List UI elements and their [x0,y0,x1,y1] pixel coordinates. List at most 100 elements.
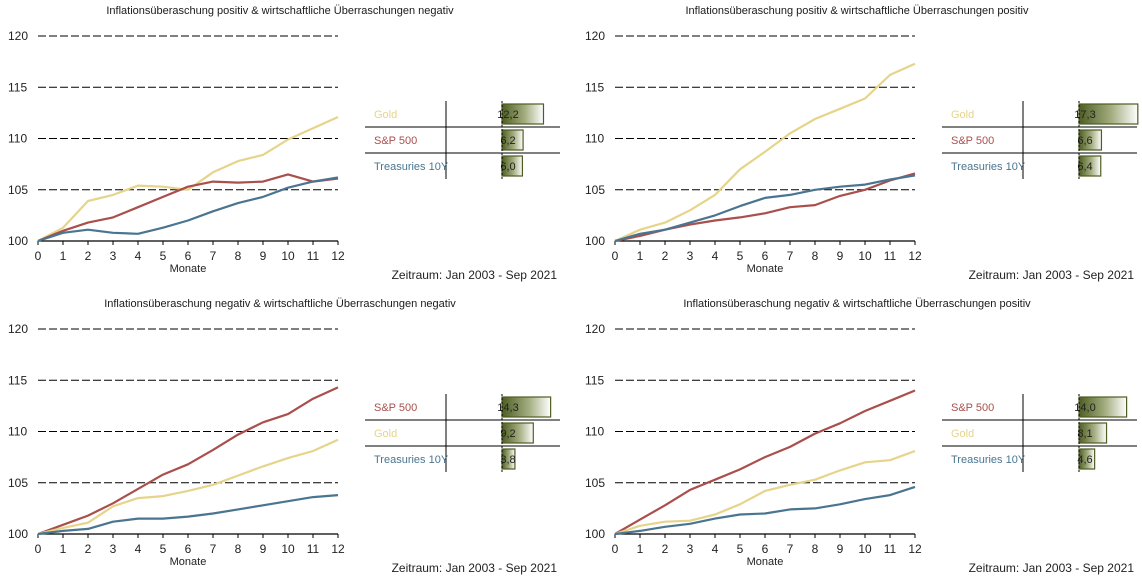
table-value: 14,3 [497,402,518,414]
x-tick-label: 9 [837,542,844,556]
y-tick-label: 110 [585,132,604,146]
x-tick-label: 3 [110,542,117,556]
y-tick-label: 120 [585,322,605,336]
table-bar [1078,129,1103,151]
x-tick-label: 11 [884,249,897,263]
x-tick-label: 2 [85,249,92,263]
x-tick-label: 8 [235,249,242,263]
table-row-name: Treasuries 10Y [951,454,1026,466]
x-tick-label: 9 [260,249,267,263]
x-tick-label: 8 [812,249,819,263]
x-tick-label: 8 [812,542,819,556]
x-tick-label: 7 [210,249,217,263]
table-value: 6,6 [1077,135,1092,147]
table-bar [501,422,534,444]
x-tick-label: 10 [858,542,872,556]
x-tick-label: 10 [281,542,295,556]
chart-title: Inflationsüberaschung negativ & wirtscha… [683,298,1031,310]
series-line-s-p-500 [37,173,339,243]
table-row-name: S&P 500 [951,135,994,147]
x-tick-label: 6 [762,249,769,263]
table-bar [501,129,524,151]
chart-panel-4: Inflationsüberaschung negativ & wirtscha… [585,298,1137,575]
x-tick-label: 4 [135,249,142,263]
x-tick-label: 2 [85,542,92,556]
x-tick-label: 5 [160,249,167,263]
x-tick-label: 5 [160,542,167,556]
return-table: Gold 12,2 S&P 500 6,2 Treasuries 10Y 6,0 [365,101,560,179]
table-value: 3,8 [500,454,515,466]
x-tick-label: 2 [662,542,669,556]
chart-panel-1: Inflationsüberaschung positiv & wirtscha… [8,5,560,282]
y-tick-label: 100 [585,234,605,248]
x-tick-label: 9 [260,542,267,556]
x-tick-label: 9 [837,249,844,263]
y-tick-label: 115 [585,80,604,94]
x-tick-label: 7 [787,542,794,556]
x-tick-label: 0 [35,542,42,556]
x-tick-label: 6 [185,542,192,556]
x-tick-label: 1 [60,249,67,263]
y-tick-label: 100 [585,527,605,541]
table-value: 6,2 [500,135,515,147]
y-tick-label: 120 [8,29,28,43]
x-tick-label: 11 [884,542,897,556]
return-table: S&P 500 14,0 Gold 8,1 Treasuries 10Y 4,6 [942,394,1137,472]
x-tick-label: 0 [35,249,42,263]
series-line-treasuries-10y [614,485,916,536]
y-tick-label: 110 [8,132,27,146]
x-tick-label: 1 [637,542,644,556]
series-line-s-p-500 [37,386,339,536]
x-tick-label: 12 [331,249,345,263]
x-tick-label: 8 [235,542,242,556]
table-value: 6,0 [500,161,515,173]
y-tick-label: 100 [8,234,28,248]
table-value: 17,3 [1074,109,1095,121]
x-axis-label: Monate [747,263,784,275]
table-row-name: Treasuries 10Y [374,454,449,466]
period-note: Zeitraum: Jan 2003 - Sep 2021 [969,561,1135,575]
table-row-name: Treasuries 10Y [374,161,449,173]
table-value: 8,1 [1077,428,1092,440]
x-tick-label: 3 [110,249,117,263]
series-line-gold [614,62,916,243]
period-note: Zeitraum: Jan 2003 - Sep 2021 [969,268,1135,282]
table-value: 9,2 [500,428,515,440]
y-tick-label: 115 [8,80,27,94]
y-tick-label: 100 [8,527,28,541]
series-line-s-p-500 [614,389,916,535]
table-value: 4,6 [1077,454,1092,466]
x-tick-label: 11 [307,249,320,263]
y-tick-label: 120 [8,322,28,336]
x-tick-label: 10 [281,249,295,263]
x-tick-label: 1 [637,249,644,263]
table-row-name: Gold [951,428,974,440]
y-tick-label: 120 [585,29,605,43]
x-tick-label: 10 [858,249,872,263]
x-tick-label: 5 [737,249,744,263]
x-tick-label: 3 [687,542,694,556]
period-note: Zeitraum: Jan 2003 - Sep 2021 [392,268,558,282]
x-tick-label: 12 [908,249,922,263]
table-row-name: Treasuries 10Y [951,161,1026,173]
x-tick-label: 4 [135,542,142,556]
y-tick-label: 115 [8,373,27,387]
table-value: 12,2 [497,109,518,121]
y-tick-label: 105 [585,183,605,197]
series-line-gold [37,438,339,536]
series-line-treasuries-10y [37,494,339,536]
x-tick-label: 1 [60,542,67,556]
table-row-name: Gold [374,428,397,440]
x-tick-label: 12 [331,542,345,556]
x-axis-label: Monate [170,263,207,275]
y-tick-label: 110 [8,425,27,439]
table-value: 6,4 [1077,161,1092,173]
x-tick-label: 3 [687,249,694,263]
chart-title: Inflationsüberaschung positiv & wirtscha… [685,5,1029,17]
series-line-treasuries-10y [37,176,339,243]
chart-panel-3: Inflationsüberaschung negativ & wirtscha… [8,298,560,575]
chart-title: Inflationsüberaschung negativ & wirtscha… [104,298,456,310]
x-tick-label: 5 [737,542,744,556]
x-tick-label: 7 [210,542,217,556]
